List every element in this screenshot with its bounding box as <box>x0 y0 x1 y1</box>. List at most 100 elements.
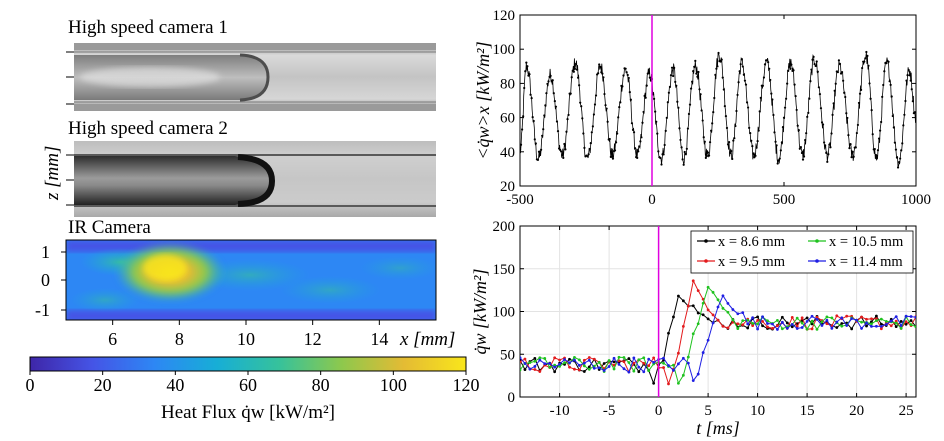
data-point <box>582 361 586 365</box>
data-point <box>638 145 641 148</box>
data-point <box>736 327 740 331</box>
data-point <box>626 73 629 77</box>
data-point <box>523 86 526 90</box>
data-point <box>681 158 684 161</box>
data-point <box>622 367 626 371</box>
data-point <box>781 125 785 129</box>
colorbar-tick-label: 120 <box>453 375 480 395</box>
data-point <box>616 132 619 135</box>
data-point <box>840 322 844 325</box>
data-point <box>815 60 818 63</box>
data-point <box>741 311 745 315</box>
data-point <box>533 359 537 363</box>
data-point <box>751 321 755 325</box>
data-point <box>713 96 716 100</box>
data-point <box>686 355 690 359</box>
data-point <box>681 299 685 303</box>
data-point <box>835 314 839 318</box>
data-point <box>529 93 532 96</box>
data-point <box>894 321 898 325</box>
data-point <box>875 324 878 328</box>
data-point <box>556 130 560 133</box>
legend-entry: x = 8.6 mm <box>718 234 786 250</box>
data-point <box>627 76 630 80</box>
data-point <box>795 327 799 330</box>
data-point <box>899 157 902 160</box>
hs2-ticks <box>66 154 74 206</box>
data-point <box>890 95 893 98</box>
data-point <box>761 84 764 87</box>
data-point <box>663 143 666 147</box>
data-point <box>653 97 656 101</box>
data-point <box>711 290 715 294</box>
y-tick-label: 100 <box>493 305 516 321</box>
data-point <box>691 304 695 308</box>
data-point <box>562 156 565 159</box>
data-point <box>911 100 914 103</box>
data-point <box>757 129 760 132</box>
data-point <box>754 154 757 157</box>
data-point <box>737 81 740 84</box>
data-point <box>531 116 534 119</box>
avg-heat-flux-chart: -500 0 500 1000 20 40 60 80 100 120 <q̇w>x [kW/m²] <box>473 8 931 208</box>
series-line <box>520 51 916 168</box>
data-point <box>908 74 911 77</box>
data-point <box>865 50 868 54</box>
y-tick-label: 200 <box>493 219 516 235</box>
data-point <box>793 83 796 86</box>
data-point <box>637 150 640 153</box>
data-point <box>769 78 772 82</box>
data-point <box>909 323 913 327</box>
data-point <box>887 60 890 63</box>
data-point <box>696 322 700 326</box>
y-tick-label: 20 <box>500 179 515 195</box>
data-point <box>533 368 537 371</box>
data-point <box>637 370 641 374</box>
data-point <box>881 95 884 98</box>
ir-x-tick-label: 6 <box>108 329 117 349</box>
data-point <box>825 322 829 326</box>
data-point <box>870 317 873 321</box>
data-point <box>582 132 585 135</box>
data-point <box>706 151 710 154</box>
data-point <box>785 97 788 100</box>
y-tick-label: 150 <box>493 262 516 278</box>
data-point <box>814 64 817 68</box>
data-point <box>854 146 857 149</box>
data-point <box>631 128 635 131</box>
data-point <box>894 325 898 329</box>
series-3 <box>520 294 916 383</box>
data-point <box>878 129 882 132</box>
data-point <box>546 82 549 85</box>
data-point <box>652 381 656 385</box>
hs2-image <box>74 141 436 217</box>
data-point <box>837 59 841 62</box>
data-point <box>711 122 714 125</box>
data-point <box>825 318 829 322</box>
data-point <box>762 76 766 79</box>
x-tick-label: 15 <box>800 403 815 419</box>
data-point <box>587 367 591 371</box>
data-point <box>884 319 888 323</box>
data-point <box>624 67 627 70</box>
x-tick-label: 0 <box>655 403 663 419</box>
data-point <box>652 356 656 360</box>
series-1 <box>520 279 916 386</box>
data-point <box>825 151 828 154</box>
data-point <box>573 67 577 70</box>
data-point <box>632 131 636 134</box>
data-point <box>861 66 864 70</box>
data-point <box>751 145 754 148</box>
data-point <box>592 366 596 370</box>
data-point <box>815 318 819 321</box>
data-point <box>691 80 694 83</box>
data-point <box>680 146 683 149</box>
data-point <box>726 143 730 146</box>
data-point <box>678 127 681 130</box>
data-point <box>530 97 533 100</box>
data-point <box>559 148 562 151</box>
data-point <box>864 57 867 60</box>
data-point <box>563 361 566 365</box>
data-point <box>744 83 748 86</box>
